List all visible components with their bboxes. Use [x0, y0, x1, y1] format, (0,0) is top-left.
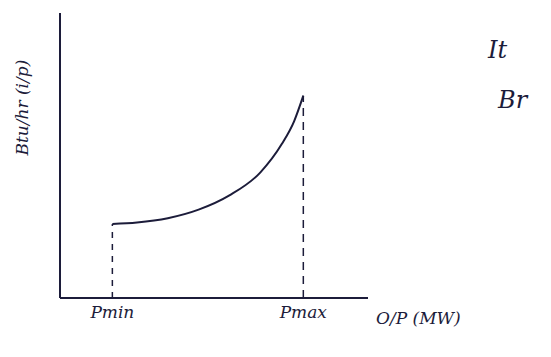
- svg-text:O/P (MW): O/P (MW): [376, 308, 461, 328]
- html-text:Br: Br: [498, 86, 528, 114]
- svg-text:Btu/hr (i/p): Btu/hr (i/p): [12, 60, 32, 157]
- html-text:It: It: [488, 36, 508, 64]
- svg-text:Pmin: Pmin: [89, 302, 134, 322]
- svg-text:Pmax: Pmax: [279, 302, 328, 322]
